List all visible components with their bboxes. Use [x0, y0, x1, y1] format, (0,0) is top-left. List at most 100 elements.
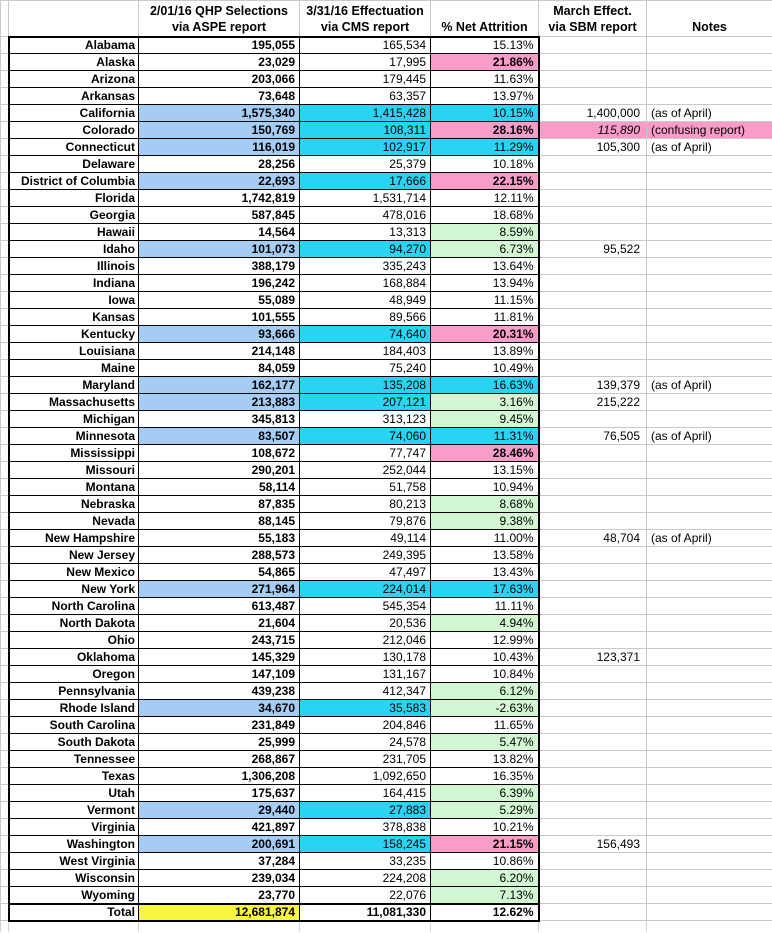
cell-state[interactable]: West Virginia [7, 852, 139, 870]
cell-qhp-selections[interactable]: 1,742,819 [138, 189, 300, 207]
cell-qhp-selections[interactable]: 21,604 [138, 614, 300, 632]
cell-effectuation[interactable]: 17,666 [299, 172, 431, 190]
cell-effectuation[interactable]: 224,014 [299, 580, 431, 598]
total-label[interactable]: Total [7, 902, 139, 922]
cell-qhp-selections[interactable]: 34,670 [138, 699, 300, 717]
cell-state[interactable]: New Jersey [7, 546, 139, 564]
cell-state[interactable]: Colorado [7, 121, 139, 139]
cell-net-attrition[interactable]: 10.18% [430, 155, 540, 173]
cell-march-effect-sbm[interactable] [538, 308, 647, 326]
cell-net-attrition[interactable]: 4.94% [430, 614, 540, 632]
cell-effectuation[interactable]: 313,123 [299, 410, 431, 428]
cell-march-effect-sbm[interactable] [538, 886, 647, 904]
header-notes[interactable]: Notes [646, 0, 772, 37]
cell-effectuation[interactable]: 231,705 [299, 750, 431, 768]
cell-state[interactable]: Delaware [7, 155, 139, 173]
cell-net-attrition[interactable]: 6.73% [430, 240, 540, 258]
cell-state[interactable]: Mississippi [7, 444, 139, 462]
cell-state[interactable]: Connecticut [7, 138, 139, 156]
cell-qhp-selections[interactable]: 150,769 [138, 121, 300, 139]
cell-state[interactable]: Washington [7, 835, 139, 853]
cell-march-effect-sbm[interactable]: 123,371 [538, 648, 647, 666]
cell-effectuation[interactable]: 13,313 [299, 223, 431, 241]
total-net-attrition[interactable]: 12.62% [430, 902, 540, 922]
cell-effectuation[interactable]: 35,583 [299, 699, 431, 717]
cell-state[interactable]: Idaho [7, 240, 139, 258]
cell-note[interactable] [646, 648, 772, 666]
cell-net-attrition[interactable]: 10.94% [430, 478, 540, 496]
cell-effectuation[interactable]: 249,395 [299, 546, 431, 564]
cell-qhp-selections[interactable]: 101,555 [138, 308, 300, 326]
cell-qhp-selections[interactable]: 28,256 [138, 155, 300, 173]
cell-effectuation[interactable]: 27,883 [299, 801, 431, 819]
cell-effectuation[interactable]: 24,578 [299, 733, 431, 751]
cell-march-effect-sbm[interactable] [538, 257, 647, 275]
cell-net-attrition[interactable]: 6.39% [430, 784, 540, 802]
cell-state[interactable]: Nebraska [7, 495, 139, 513]
cell-state[interactable]: Texas [7, 767, 139, 785]
cell-march-effect-sbm[interactable]: 105,300 [538, 138, 647, 156]
cell-note[interactable] [646, 189, 772, 207]
cell-state[interactable]: Illinois [7, 257, 139, 275]
cell-qhp-selections[interactable]: 58,114 [138, 478, 300, 496]
cell-net-attrition[interactable]: 13.97% [430, 87, 540, 105]
cell-state[interactable]: Alaska [7, 53, 139, 71]
cell-march-effect-sbm[interactable] [538, 716, 647, 734]
cell-effectuation[interactable]: 1,415,428 [299, 104, 431, 122]
cell-note[interactable] [646, 852, 772, 870]
cell-state[interactable]: Minnesota [7, 427, 139, 445]
cell-net-attrition[interactable]: 13.58% [430, 546, 540, 564]
cell-march-effect-sbm[interactable] [538, 36, 647, 54]
cell-effectuation[interactable]: 77,747 [299, 444, 431, 462]
cell-state[interactable]: Missouri [7, 461, 139, 479]
cell-state[interactable]: Montana [7, 478, 139, 496]
cell-effectuation[interactable]: 63,357 [299, 87, 431, 105]
cell-qhp-selections[interactable]: 37,284 [138, 852, 300, 870]
cell-note[interactable] [646, 257, 772, 275]
cell-note[interactable] [646, 274, 772, 292]
cell-state[interactable]: South Dakota [7, 733, 139, 751]
cell-effectuation[interactable]: 179,445 [299, 70, 431, 88]
cell-qhp-selections[interactable]: 439,238 [138, 682, 300, 700]
empty-grid-cell[interactable] [646, 920, 772, 932]
empty-grid-cell[interactable] [430, 920, 539, 932]
cell-march-effect-sbm[interactable] [538, 631, 647, 649]
cell-effectuation[interactable]: 135,208 [299, 376, 431, 394]
cell-effectuation[interactable]: 184,403 [299, 342, 431, 360]
cell-qhp-selections[interactable]: 290,201 [138, 461, 300, 479]
cell-effectuation[interactable]: 1,531,714 [299, 189, 431, 207]
empty-grid-cell[interactable] [299, 920, 431, 932]
cell-state[interactable]: Tennessee [7, 750, 139, 768]
cell-net-attrition[interactable]: 22.15% [430, 172, 540, 190]
cell-state[interactable]: Iowa [7, 291, 139, 309]
cell-note[interactable] [646, 359, 772, 377]
cell-march-effect-sbm[interactable] [538, 614, 647, 632]
cell-net-attrition[interactable]: 11.63% [430, 70, 540, 88]
cell-qhp-selections[interactable]: 73,648 [138, 87, 300, 105]
cell-note[interactable] [646, 665, 772, 683]
cell-net-attrition[interactable]: 11.29% [430, 138, 540, 156]
cell-note[interactable] [646, 716, 772, 734]
cell-net-attrition[interactable]: -2.63% [430, 699, 540, 717]
cell-effectuation[interactable]: 378,838 [299, 818, 431, 836]
cell-note[interactable]: (as of April) [646, 104, 772, 122]
cell-qhp-selections[interactable]: 587,845 [138, 206, 300, 224]
cell-march-effect-sbm[interactable] [538, 495, 647, 513]
cell-effectuation[interactable]: 25,379 [299, 155, 431, 173]
cell-state[interactable]: Utah [7, 784, 139, 802]
cell-effectuation[interactable]: 412,347 [299, 682, 431, 700]
cell-net-attrition[interactable]: 13.15% [430, 461, 540, 479]
cell-march-effect-sbm[interactable] [538, 852, 647, 870]
cell-note[interactable] [646, 308, 772, 326]
cell-note[interactable] [646, 801, 772, 819]
cell-state[interactable]: Virginia [7, 818, 139, 836]
cell-net-attrition[interactable]: 15.13% [430, 35, 540, 54]
cell-note[interactable] [646, 223, 772, 241]
empty-grid-cell[interactable] [0, 920, 9, 932]
cell-effectuation[interactable]: 80,213 [299, 495, 431, 513]
total-note[interactable] [646, 903, 772, 921]
cell-qhp-selections[interactable]: 214,148 [138, 342, 300, 360]
cell-effectuation[interactable]: 130,178 [299, 648, 431, 666]
cell-effectuation[interactable]: 75,240 [299, 359, 431, 377]
cell-state[interactable]: Arkansas [7, 87, 139, 105]
